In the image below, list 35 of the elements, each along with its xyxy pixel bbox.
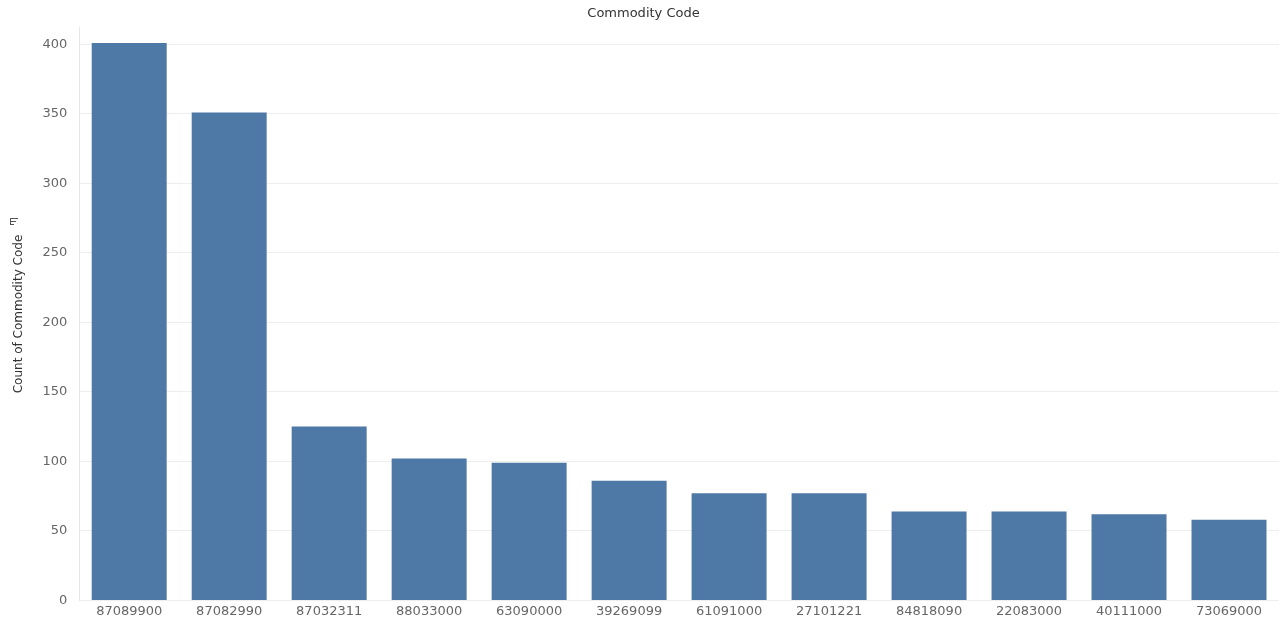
x-tick-label: 61091000 bbox=[696, 602, 763, 618]
bar bbox=[291, 426, 367, 600]
bar bbox=[491, 462, 567, 600]
x-tick-label: 87032311 bbox=[296, 602, 363, 618]
y-tick-label: 200 bbox=[42, 313, 68, 329]
bar bbox=[391, 458, 467, 600]
y-axis-title: Count of Commodity Code bbox=[11, 234, 26, 394]
x-tick-label: 87089900 bbox=[96, 602, 163, 618]
bar bbox=[591, 480, 667, 600]
y-tick-label: 350 bbox=[42, 105, 68, 121]
x-tick-label: 88033000 bbox=[396, 602, 463, 618]
bar bbox=[691, 493, 767, 600]
y-tick-label: 50 bbox=[50, 522, 68, 538]
x-tick-label: 84818090 bbox=[895, 602, 963, 618]
y-tick-label: 100 bbox=[42, 452, 68, 468]
y-tick-label: 0 bbox=[58, 591, 68, 607]
bar bbox=[791, 493, 867, 600]
chart-title: Commodity Code bbox=[587, 5, 700, 21]
x-tick-label: 27101221 bbox=[795, 602, 863, 618]
bar bbox=[1191, 519, 1267, 600]
x-tick-label: 39269099 bbox=[596, 602, 663, 618]
x-tick-label: 63090000 bbox=[496, 602, 563, 618]
bar bbox=[1091, 514, 1167, 600]
y-tick-label: 250 bbox=[42, 244, 68, 260]
bar bbox=[891, 511, 967, 600]
bar bbox=[91, 42, 167, 600]
bar bbox=[191, 112, 267, 600]
x-tick-label: 87082990 bbox=[196, 602, 263, 618]
x-tick-label: 22083000 bbox=[995, 602, 1063, 618]
y-tick-label: 300 bbox=[42, 174, 68, 190]
x-tick-label: 73069000 bbox=[1195, 602, 1263, 618]
y-tick-label: 150 bbox=[42, 383, 68, 399]
x-tick-label: 40111000 bbox=[1095, 602, 1163, 618]
y-tick-label: 400 bbox=[42, 35, 68, 51]
bar bbox=[991, 511, 1067, 600]
